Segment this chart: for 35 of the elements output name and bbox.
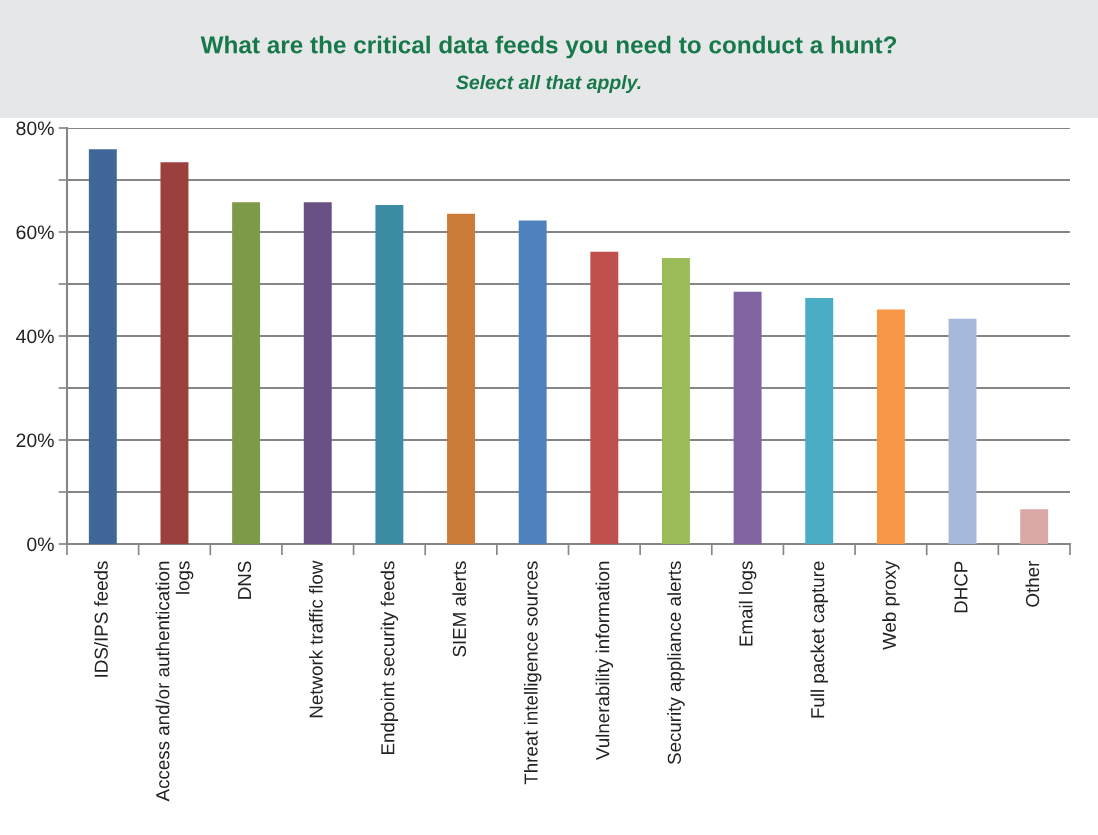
x-tick-label: DHCP <box>954 561 968 613</box>
bar <box>733 291 762 544</box>
y-tick-label: 40% <box>16 329 54 344</box>
x-tick-label: Endpoint security feeds <box>380 561 399 755</box>
bar <box>303 202 332 544</box>
x-tick-label: Threat intelligence sources <box>523 561 542 785</box>
bar <box>948 318 977 544</box>
y-tick-label: 60% <box>16 225 54 240</box>
bar <box>160 162 189 544</box>
x-tick-label: IDS/IPS feeds <box>94 561 108 677</box>
bar <box>518 220 547 544</box>
x-tick-label: Other <box>1025 560 1040 607</box>
bar <box>661 258 690 544</box>
x-tick-label: Email logs <box>738 561 757 646</box>
bar <box>876 309 905 544</box>
chart-subtitle: Select all that apply. <box>456 74 641 94</box>
bar <box>590 251 619 544</box>
x-tick-label: DNS <box>237 561 252 599</box>
x-tick-label: Network traffic flow <box>309 560 323 718</box>
bar <box>232 202 261 544</box>
bar <box>805 298 834 544</box>
x-tick-label: SIEM alerts <box>452 561 467 657</box>
x-tick-label: Security appliance alerts <box>667 561 685 765</box>
bar <box>1020 509 1049 544</box>
x-tick-label: Vulnerability information <box>595 561 614 760</box>
x-tick-label: Web proxy <box>882 560 900 650</box>
y-tick-label: 80% <box>16 121 54 136</box>
bar <box>375 204 404 544</box>
x-tick-label: Access and/or authentication logs <box>155 561 194 802</box>
y-tick-label: 20% <box>16 433 54 448</box>
chart-title: What are the critical data feeds you need to conduct a hunt? <box>200 35 897 59</box>
x-tick-label: Full packet capture <box>810 561 828 718</box>
bar <box>447 213 476 544</box>
bar <box>88 149 117 544</box>
y-tick-label: 0% <box>27 537 54 552</box>
